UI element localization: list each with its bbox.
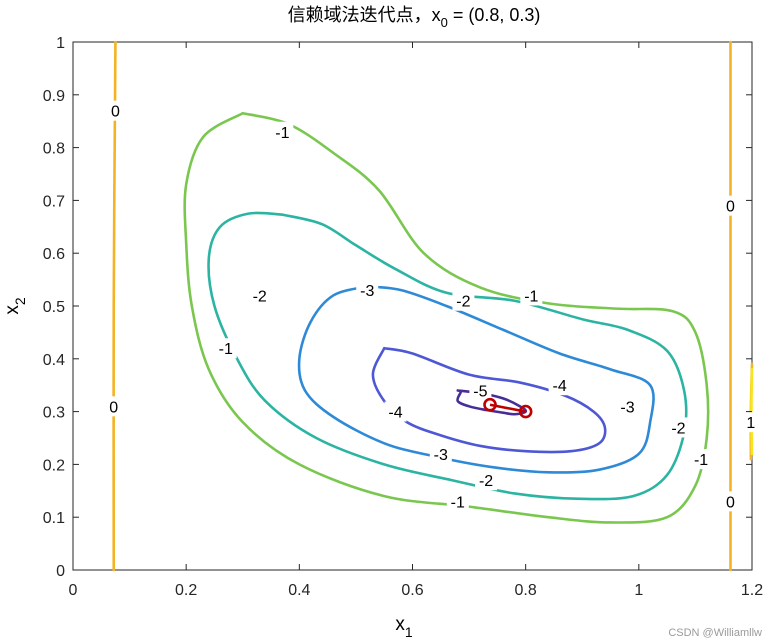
contour-label: -2 (671, 420, 685, 437)
contour-label-bg (446, 491, 469, 512)
contour-label: -1 (524, 288, 538, 305)
contour-label-bg (616, 396, 639, 417)
y-tick-label: 0.2 (43, 457, 65, 474)
y-tick-label: 0.3 (43, 405, 65, 422)
contour-label-bg (248, 285, 271, 306)
y-axis-label-main: x (2, 305, 23, 315)
iterate-point (518, 404, 533, 419)
contour-label: -1 (694, 452, 708, 469)
chart-title-main: 信赖域法迭代点，x (288, 5, 441, 25)
contour-label: -3 (360, 283, 374, 300)
chart-title-sub: 0 (441, 15, 448, 30)
contour-label: -2 (253, 288, 267, 305)
contour-label-bg (452, 290, 475, 311)
watermark: CSDN @Williamllw (668, 627, 762, 639)
contour-label: 0 (726, 494, 735, 511)
contour-label: 0 (109, 399, 118, 416)
y-tick-label: 0.5 (43, 299, 65, 316)
y-tick-label: 0 (56, 563, 65, 580)
y-axis-label: x2 (2, 297, 28, 315)
contour-label-bg (723, 195, 737, 216)
y-tick-label: 0.7 (43, 193, 65, 210)
y-tick-label: 0.8 (43, 141, 65, 158)
contour-label: -2 (456, 294, 470, 311)
x-tick-label: 0.2 (175, 582, 197, 599)
contour-label: 0 (111, 104, 120, 121)
x-axis-label: x1 (395, 614, 413, 640)
contour-label: -1 (219, 341, 233, 358)
contour-label-bg (475, 470, 498, 491)
contour-label: 0 (726, 199, 735, 216)
contour-label-bg (520, 285, 543, 306)
y-tick-label: 0.9 (43, 88, 65, 105)
contour-label: -5 (473, 383, 487, 400)
iterate-point (483, 397, 497, 412)
x-axis-label-sub: 1 (405, 624, 413, 640)
contour-label-bg (744, 412, 758, 433)
contour-label: -1 (451, 494, 465, 511)
contour-line-level-neg3 (297, 285, 655, 474)
contour-label-bg (667, 417, 690, 438)
contour-line-level-neg2 (207, 211, 688, 501)
contour-label: -3 (620, 399, 634, 416)
contour-label: -3 (434, 447, 448, 464)
contour-label-bg (271, 121, 294, 142)
x-tick-label: 0.8 (515, 582, 537, 599)
contour-line-level-0 (112, 40, 117, 572)
y-axis-label-sub: 2 (12, 297, 28, 305)
contour-lines (112, 40, 754, 572)
x-tick-label: 0 (69, 582, 78, 599)
contour-label-bg (548, 375, 571, 396)
contour-label: -4 (388, 405, 402, 422)
x-axis-label-main: x (395, 614, 405, 635)
contour-label-bg (214, 338, 237, 359)
contour-label: -2 (479, 473, 493, 490)
y-tick-label: 1 (56, 35, 65, 52)
y-tick-label: 0.4 (43, 352, 65, 369)
contour-label-bg (429, 443, 452, 464)
contour-line-level-neg5 (456, 389, 528, 416)
contour-label-bg (723, 491, 737, 512)
contour-label-bg (107, 396, 121, 417)
contour-label-bg (690, 449, 713, 470)
contour-label: -4 (552, 378, 566, 395)
x-tick-label: 1.2 (741, 582, 763, 599)
tick-labels: 0 0.2 0.4 0.6 0.8 1 1.2 0 0.1 0.2 0.3 0.4 0.5 0.6 0.7 0… (43, 35, 763, 599)
chart-title: 信赖域法迭代点，x0 = (0.8, 0.3) (288, 5, 541, 30)
chart-title-tail: = (0.8, 0.3) (448, 5, 541, 25)
contour-label: 1 (746, 415, 755, 432)
contour-label-bg (108, 100, 122, 121)
contour-labels: -1 -1 -1 -1 -1 -2 -2 -2 -2 -3 -3 -3 -4 -4 -5 0 0 0 0 1 (107, 100, 758, 512)
contour-label-bg (356, 280, 379, 301)
y-tick-label: 0.1 (43, 510, 65, 527)
contour-label-bg (469, 380, 492, 401)
x-tick-label: 1 (634, 582, 643, 599)
x-tick-label: 0.6 (401, 582, 423, 599)
x-tick-label: 0.4 (288, 582, 310, 599)
contour-line-level-neg1 (183, 111, 710, 524)
contour-label: -1 (275, 125, 289, 142)
contour-label-bg (384, 401, 407, 422)
iterate-path (483, 397, 533, 419)
y-tick-label: 0.6 (43, 246, 65, 263)
